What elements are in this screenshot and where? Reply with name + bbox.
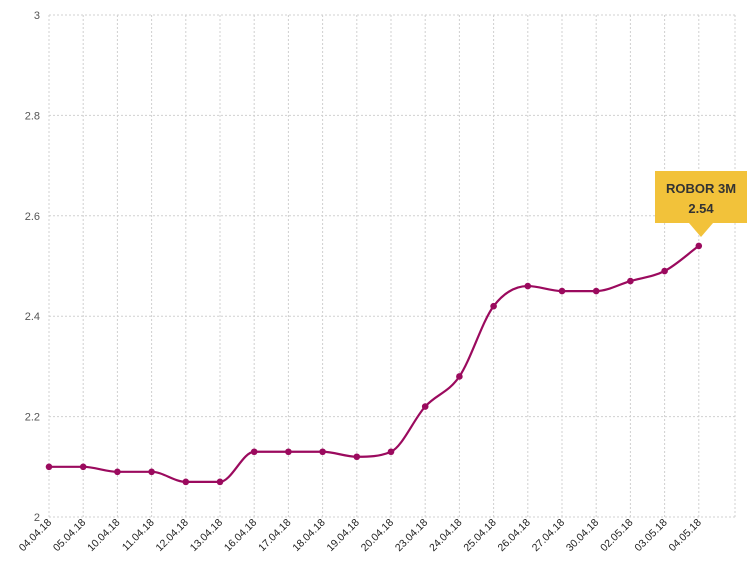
data-point[interactable]: [490, 302, 497, 310]
data-point[interactable]: [421, 403, 429, 410]
x-tick-label: 05.04.18: [51, 517, 88, 554]
x-tick-label: 03.05.18: [632, 517, 669, 554]
x-tick-label: 20.04.18: [359, 517, 396, 554]
data-point[interactable]: [387, 448, 395, 456]
x-tick-label: 17.04.18: [256, 517, 293, 554]
x-tick-label: 24.04.18: [427, 517, 464, 554]
y-tick-label: 2.4: [25, 311, 40, 323]
data-point[interactable]: [216, 478, 224, 486]
y-axis: 3 2.8 2.6 2.4 2.2 2: [25, 10, 40, 524]
x-tick-label: 12.04.18: [154, 517, 191, 554]
data-point[interactable]: [319, 448, 326, 456]
data-point[interactable]: [353, 453, 361, 461]
x-tick-label: 26.04.18: [496, 517, 533, 554]
x-tick-label: 18.04.18: [290, 517, 327, 554]
tooltip-value: 2.54: [688, 201, 714, 216]
data-point[interactable]: [285, 448, 292, 456]
series-line: [48, 245, 700, 483]
data-point[interactable]: [250, 448, 258, 456]
y-tick-label: 3: [34, 10, 40, 22]
x-tick-label: 30.04.18: [564, 517, 601, 554]
y-tick-label: 2.8: [25, 110, 40, 122]
x-tick-label: 11.04.18: [120, 517, 157, 554]
data-point[interactable]: [79, 463, 87, 471]
y-tick-label: 2: [34, 512, 40, 524]
x-tick-label: 13.04.18: [188, 517, 225, 554]
x-axis: 04.04.1805.04.1810.04.1811.04.1812.04.18…: [17, 517, 704, 555]
y-tick-label: 2.2: [25, 412, 40, 424]
grid: [48, 14, 736, 518]
data-point[interactable]: [661, 267, 668, 275]
tooltip-pointer: [689, 223, 713, 237]
tooltip-series-name: ROBOR 3M: [665, 181, 737, 196]
data-tooltip: ROBOR 3M 2.54: [655, 171, 747, 223]
x-tick-label: 04.05.18: [667, 517, 704, 554]
y-tick-label: 2.6: [25, 211, 40, 223]
data-point[interactable]: [148, 468, 155, 476]
data-point[interactable]: [558, 287, 566, 295]
data-point[interactable]: [45, 463, 53, 471]
data-point[interactable]: [114, 468, 121, 476]
data-point[interactable]: [627, 277, 634, 285]
data-point[interactable]: [456, 373, 463, 380]
data-point[interactable]: [182, 478, 190, 486]
x-tick-label: 27.04.18: [530, 517, 567, 554]
series-points: [45, 242, 703, 486]
x-tick-label: 10.04.18: [85, 517, 122, 554]
x-tick-label: 25.04.18: [461, 517, 498, 554]
data-point[interactable]: [524, 282, 532, 290]
x-tick-label: 23.04.18: [393, 517, 430, 554]
data-point[interactable]: [695, 242, 703, 250]
x-tick-label: 16.04.18: [222, 517, 259, 554]
x-tick-label: 02.05.18: [598, 517, 635, 554]
data-point[interactable]: [592, 287, 600, 295]
x-tick-label: 19.04.18: [325, 517, 362, 554]
